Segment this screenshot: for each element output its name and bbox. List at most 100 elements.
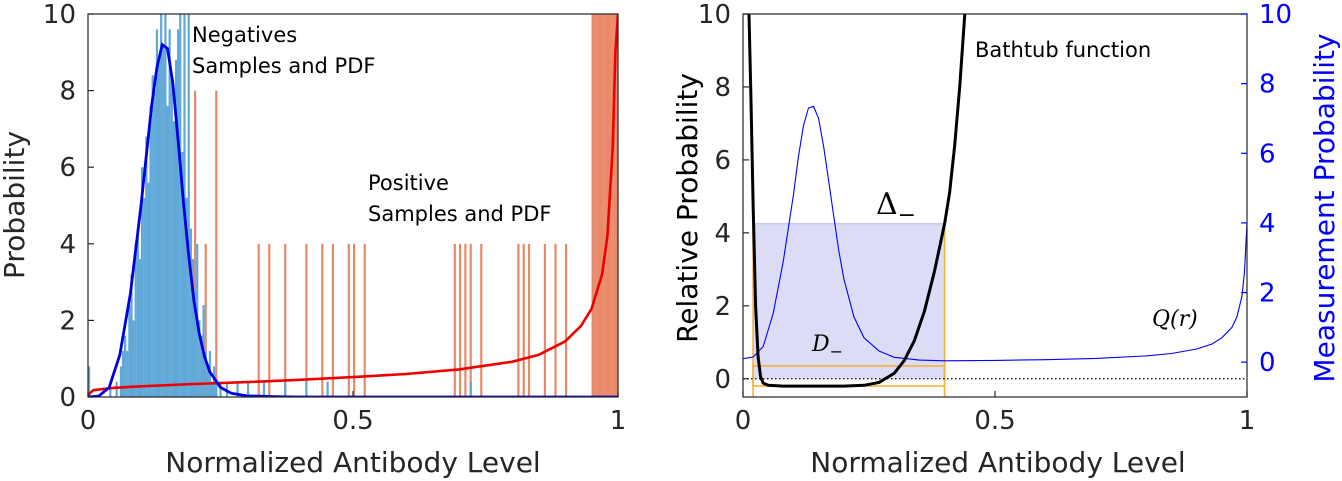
negative-sample-bar [198,320,201,397]
left-plot-area [88,14,618,397]
positive-sample-bar [565,243,568,397]
negative-sample-bar [191,259,195,397]
positive-sample-bar [353,243,356,397]
positive-sample-bar [522,243,525,397]
left-ytick-label: 6 [59,153,76,183]
negative-sample-bar [185,197,188,397]
negative-sample-bar [143,197,146,397]
positive-sample-bar [601,14,604,397]
left-ytick-label: 8 [59,77,76,107]
negative-sample-bar [164,14,167,397]
positive-sample-bar [459,243,462,397]
left-ytick-label: 4 [59,230,76,260]
negative-sample-bar [145,136,148,397]
negative-sample-bar [149,105,152,397]
negative-sample-bar [124,335,127,397]
positive-sample-bar [347,243,350,397]
negative-sample-bar [236,381,239,397]
negative-sample-bar [179,14,182,397]
negatives-annotation-line2: Samples and PDF [192,54,375,78]
positive-sample-bar [363,243,366,397]
positive-sample-bar [598,14,602,397]
positive-sample-bar [268,243,271,397]
left-xlabel: Normalized Antibody Level [165,446,540,479]
left-ytick-label: 2 [59,306,76,336]
left-ytick-label: 10 [43,0,76,30]
left-ylabel: Probability [0,131,31,279]
positive-sample-bar [453,243,456,397]
negative-sample-bar [170,75,173,397]
positive-sample-bar [613,14,616,397]
negative-sample-bar [130,274,133,397]
negative-sample-bar [121,351,125,397]
negative-sample-bar [147,182,150,397]
right-plot-area [743,14,1247,397]
positive-annotation-line1: Positive [368,171,449,195]
negative-sample-bar [189,228,192,397]
right-ylabel-right: Measurement Probability [1308,33,1341,382]
negative-sample-bar [187,14,190,397]
positive-sample-bar [305,243,308,397]
right-left-ytick-label: 6 [714,146,731,176]
right-xtick-label: 0 [735,406,752,436]
negative-sample-bar [284,381,287,397]
positive-sample-bar [543,243,546,397]
negative-sample-bar [88,366,91,397]
negative-sample-bar [136,228,139,397]
positive-sample-bar [527,243,531,397]
negative-sample-bar [177,29,180,397]
q-label: Q(r) [1152,307,1198,332]
negative-sample-bar [247,381,250,397]
right-right-ytick-label: 8 [1259,70,1276,100]
right-right-ytick-label: 4 [1259,209,1276,239]
left-xtick-label: 0.5 [332,406,373,436]
negative-sample-bar [132,320,135,397]
right-xlabel: Normalized Antibody Level [810,446,1185,479]
positive-sample-bar [517,243,520,397]
right-left-ytick-label: 0 [714,365,731,395]
negative-sample-bar [166,105,169,397]
right-right-ytick-label: 10 [1259,0,1292,30]
positive-annotation-line2: Samples and PDF [368,202,551,226]
right-xtick-label: 1 [1239,406,1256,436]
negative-sample-bar [219,381,222,397]
positive-sample-bar [594,14,597,397]
positive-sample-bar [331,243,334,397]
delta-label: Δ− [876,187,916,228]
positive-sample-bar [605,14,608,397]
left-ytick-label: 0 [59,383,76,413]
negative-sample-bar [305,381,308,397]
positive-sample-bar [257,243,260,397]
right-left-ytick-label: 10 [698,0,731,30]
negative-sample-bar [174,59,178,397]
shaded-region [753,223,945,379]
positive-sample-bar [204,243,207,397]
positive-sample-bar [554,243,557,397]
bathtub-line [747,14,967,388]
negative-sample-bar [157,59,161,397]
negative-sample-bar [194,289,197,397]
negative-sample-bar [109,389,112,397]
positive-sample-bar [469,243,472,397]
negative-sample-bar [141,167,144,397]
right-left-ytick-label: 2 [714,292,731,322]
right-right-ytick-label: 2 [1259,279,1276,309]
q-measurement-line [743,105,1247,362]
negative-sample-bar [172,121,175,397]
negative-sample-bar [262,381,266,397]
positive-sample-bar [284,243,287,397]
right-left-ytick-label: 8 [714,73,731,103]
negative-sample-bar [168,29,171,397]
negative-sample-bar [326,381,329,397]
negative-sample-bar [469,381,472,397]
positive-sample-bar [480,243,483,397]
right-ylabel-left: Relative Probability [671,73,704,343]
negative-sample-bar [153,90,156,397]
negative-sample-bar [138,259,142,397]
negative-sample-bar [155,29,159,397]
